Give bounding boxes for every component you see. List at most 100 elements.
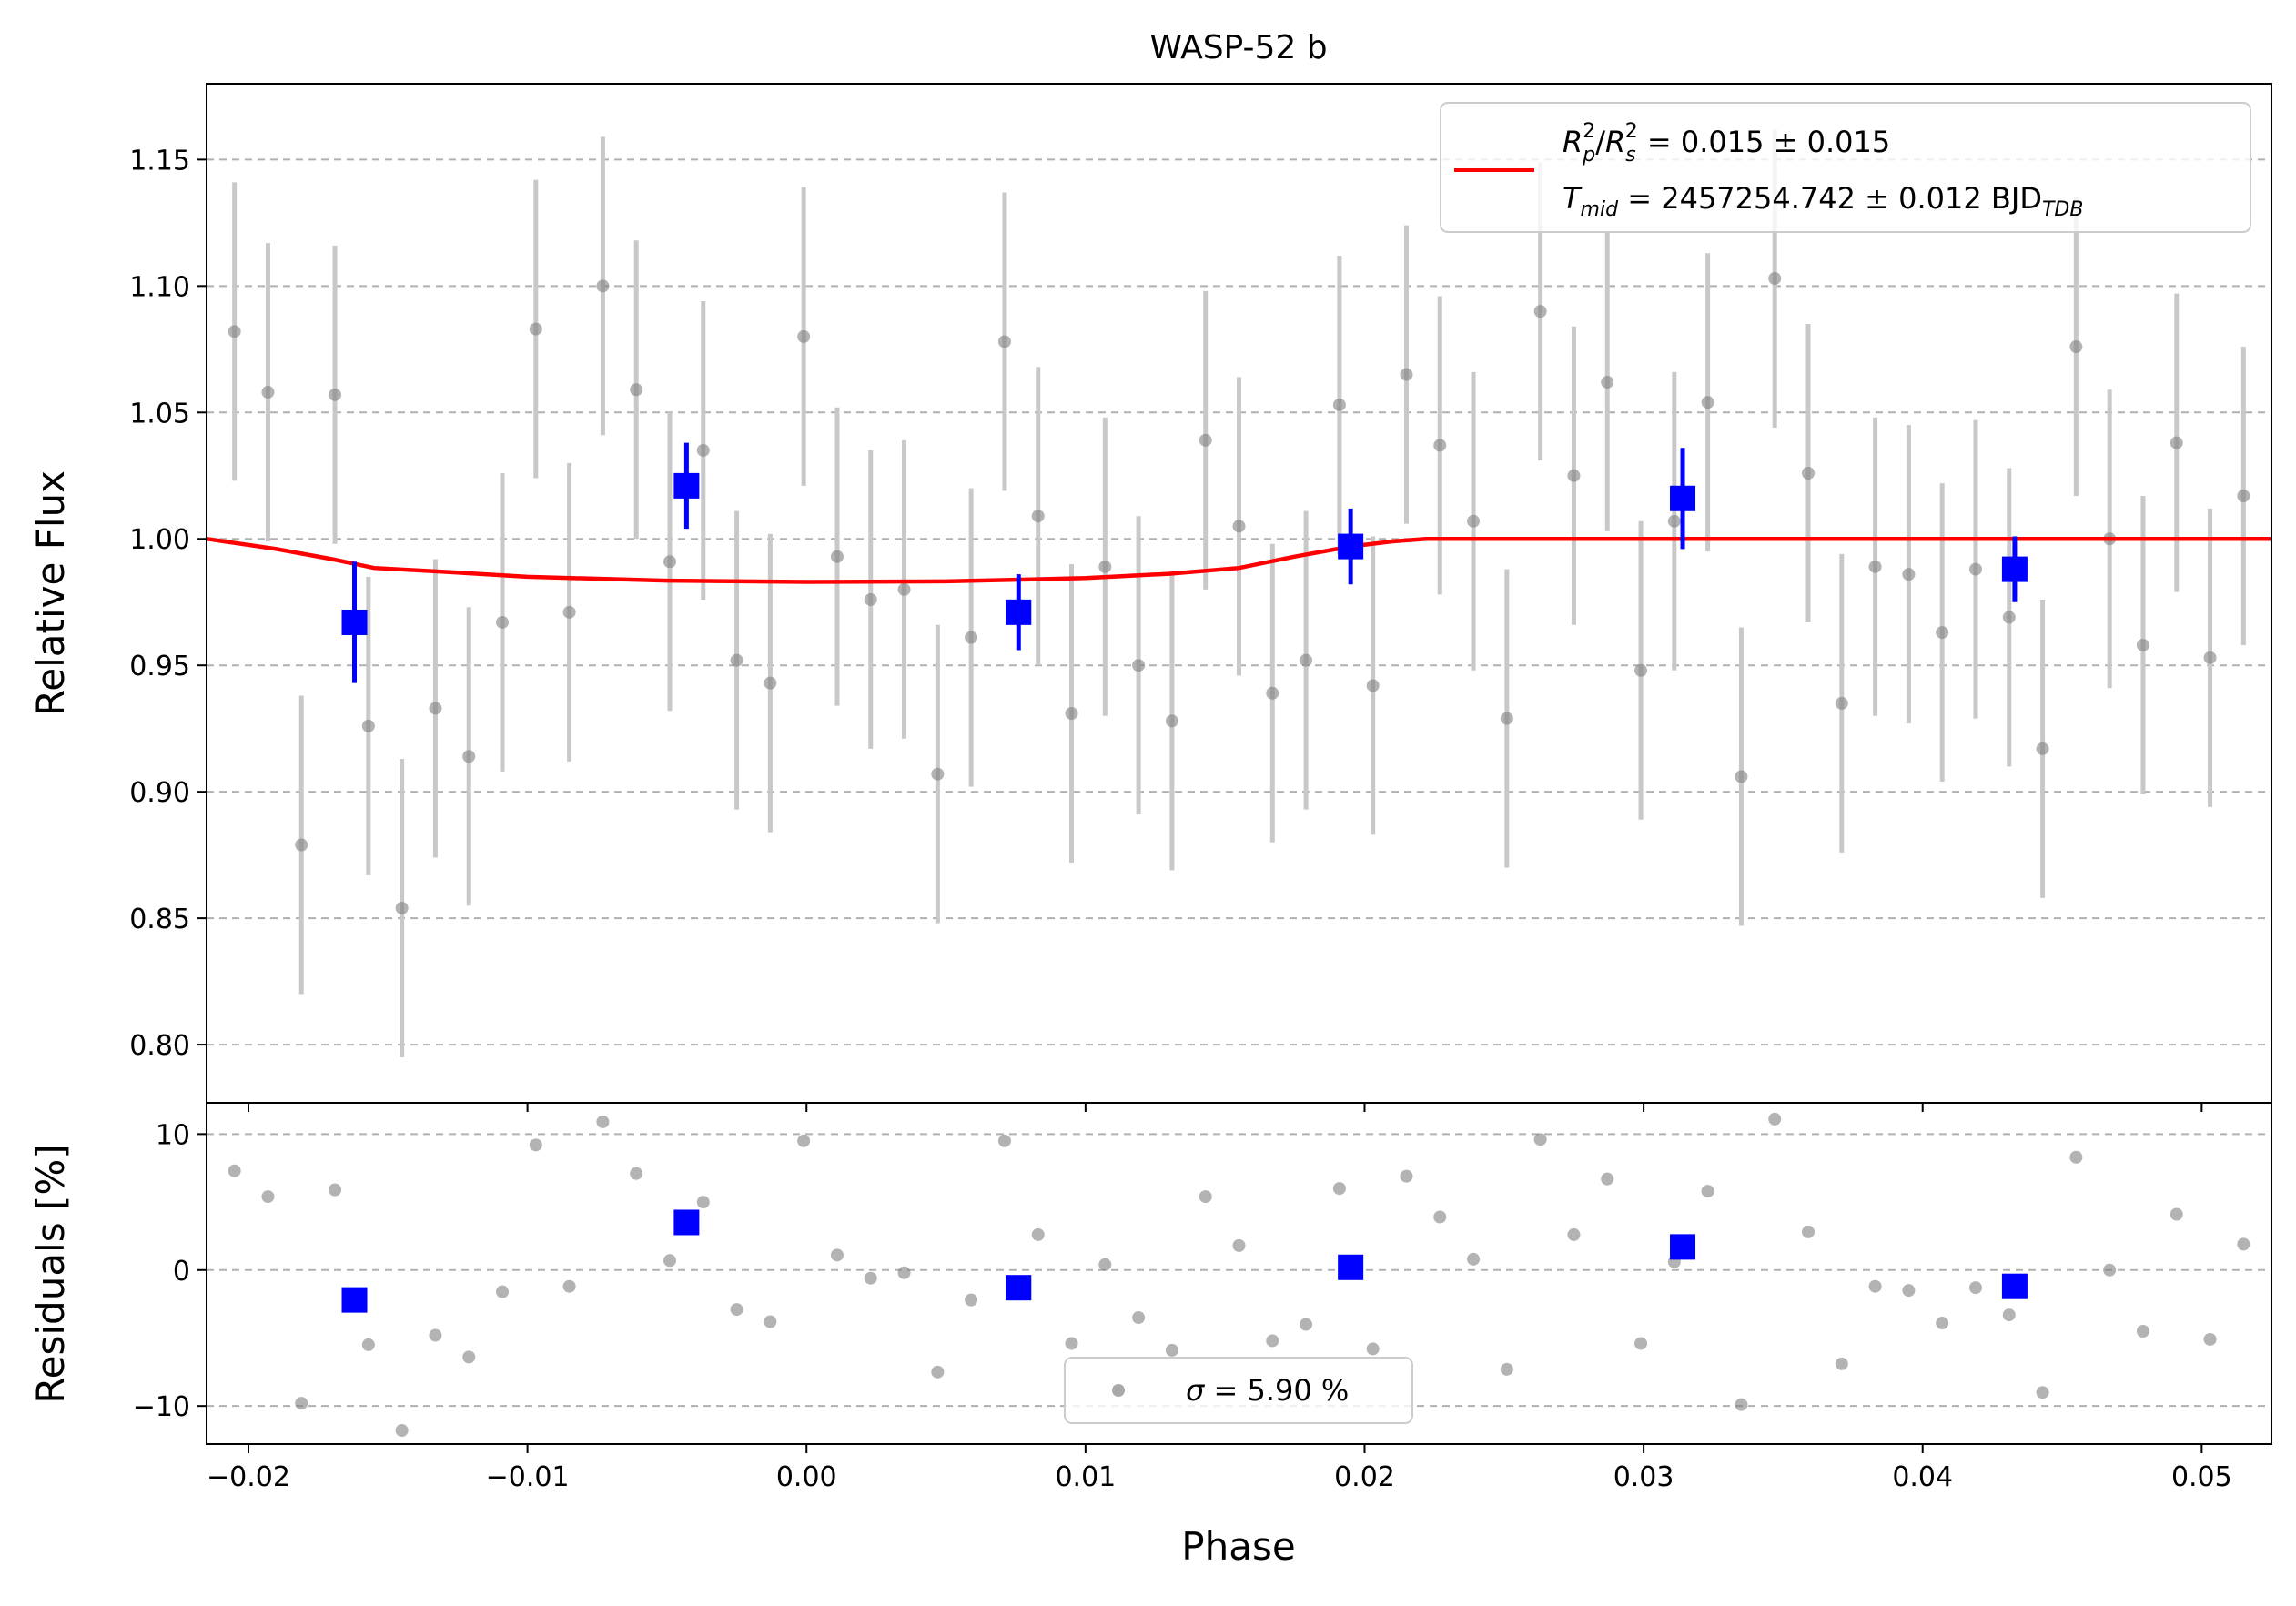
main-data-point xyxy=(1768,271,1782,285)
main-y-tick-label: 1.10 xyxy=(129,271,190,303)
residual-point xyxy=(429,1328,442,1342)
x-axis-title: Phase xyxy=(1181,1524,1295,1569)
main-data-point xyxy=(562,605,576,619)
residual-point xyxy=(965,1293,978,1307)
legend-radius-ratio: Rp2/Rs2 = 0.015 ± 0.015 xyxy=(1563,120,1890,167)
residual-point xyxy=(1500,1362,1513,1376)
residual-point xyxy=(2036,1386,2049,1399)
residual-binned-point xyxy=(341,1287,368,1313)
residual-point xyxy=(1165,1343,1178,1357)
x-tick-label: −0.01 xyxy=(486,1461,570,1493)
residual-point xyxy=(2069,1150,2083,1164)
chart-title: WASP-52 b xyxy=(1149,29,1327,66)
main-y-tick-label: 0.80 xyxy=(129,1030,190,1062)
main-data-point xyxy=(1802,466,1816,480)
main-data-point xyxy=(261,386,275,399)
main-data-point xyxy=(1968,562,1982,576)
residuals-y-axis-title: Residuals [%] xyxy=(28,1144,73,1403)
residual-point xyxy=(2203,1332,2217,1346)
residuals-y-tick-label: 10 xyxy=(156,1119,190,1151)
main-x-ticks xyxy=(247,1103,2203,1112)
main-y-tick-label: 1.05 xyxy=(129,398,190,429)
main-data-point xyxy=(663,555,676,569)
x-tick-label: 0.05 xyxy=(2171,1461,2232,1493)
main-data-point xyxy=(1132,659,1146,672)
residual-point xyxy=(1132,1311,1146,1325)
model-curve xyxy=(206,536,2271,584)
model-curve-group xyxy=(206,536,2271,584)
main-data-point xyxy=(1266,686,1279,700)
residual-point xyxy=(1634,1337,1648,1350)
main-y-tick-label: 1.15 xyxy=(129,145,190,177)
residual-binned-point xyxy=(673,1209,700,1236)
main-data-point xyxy=(462,750,476,763)
main-legend-box xyxy=(1440,102,2251,233)
main-data-point xyxy=(1467,514,1481,528)
main-y-ticks: 0.80 0.85 0.90 0.95 1.00 1.05 1.10 1.15 xyxy=(129,145,207,1062)
main-y-tick-label: 0.85 xyxy=(129,904,190,935)
binned-point xyxy=(341,609,368,635)
residual-point xyxy=(1533,1133,1547,1146)
binned-point xyxy=(673,472,700,499)
residuals-y-tick-label: 0 xyxy=(173,1256,190,1288)
residuals-plot-frame xyxy=(206,1102,2272,1445)
residual-point xyxy=(562,1279,576,1293)
residual-point xyxy=(764,1315,777,1328)
main-data-point xyxy=(2036,742,2049,755)
residual-point xyxy=(1902,1284,1916,1298)
residual-point xyxy=(1701,1185,1714,1198)
residual-point xyxy=(1868,1279,1882,1293)
residual-point xyxy=(797,1134,811,1147)
x-tick-label: −0.02 xyxy=(207,1461,290,1493)
residual-point xyxy=(1467,1252,1481,1266)
main-data-point xyxy=(864,592,877,606)
residual-point xyxy=(1199,1190,1212,1204)
residuals-x-ticks: −0.02 −0.01 0.00 0.01 0.02 0.03 0.04 0.05 xyxy=(207,1444,2232,1493)
residual-point xyxy=(1065,1337,1078,1350)
residual-point xyxy=(1835,1357,1848,1370)
main-data-point xyxy=(1065,707,1078,721)
main-data-point xyxy=(1031,510,1045,523)
residuals-y-tick-label: −10 xyxy=(133,1391,190,1423)
residual-point xyxy=(1300,1318,1313,1331)
x-tick-label: 0.03 xyxy=(1613,1461,1674,1493)
residuals-legend-marker xyxy=(1112,1384,1125,1397)
residuals-legend-box xyxy=(1064,1357,1413,1424)
main-data-point xyxy=(1634,663,1648,677)
main-data-point xyxy=(1300,653,1313,667)
main-data-point xyxy=(2136,638,2149,651)
residual-point xyxy=(630,1167,643,1180)
residual-binned-point xyxy=(2001,1273,2028,1299)
main-data-point xyxy=(1667,514,1681,528)
x-tick-label: 0.01 xyxy=(1055,1461,1116,1493)
residual-point xyxy=(1802,1225,1816,1238)
main-data-point xyxy=(2203,651,2217,664)
residual-point xyxy=(2237,1237,2250,1251)
main-data-point xyxy=(1232,520,1246,533)
main-data-point xyxy=(1500,712,1513,725)
main-y-tick-label: 0.90 xyxy=(129,777,190,809)
residuals-binned-points xyxy=(341,1209,2028,1313)
residual-point xyxy=(897,1266,911,1279)
main-data-point xyxy=(395,902,409,915)
residual-point xyxy=(228,1164,241,1177)
main-data-point xyxy=(797,329,811,343)
residual-point xyxy=(663,1254,676,1268)
residual-point xyxy=(1400,1169,1413,1183)
main-data-point xyxy=(764,676,777,690)
residual-point xyxy=(1567,1227,1581,1241)
main-data-point xyxy=(1735,770,1748,783)
main-data-points xyxy=(228,271,2250,915)
main-data-point xyxy=(1533,305,1547,318)
main-data-point xyxy=(496,615,510,629)
residual-point xyxy=(696,1196,710,1209)
main-data-point xyxy=(730,653,743,667)
main-data-point xyxy=(997,335,1011,348)
main-y-axis-title: Relative Flux xyxy=(28,470,73,716)
residual-point xyxy=(496,1285,510,1298)
main-data-point xyxy=(1199,433,1212,447)
residual-point xyxy=(730,1303,743,1317)
residual-point xyxy=(2170,1207,2183,1221)
